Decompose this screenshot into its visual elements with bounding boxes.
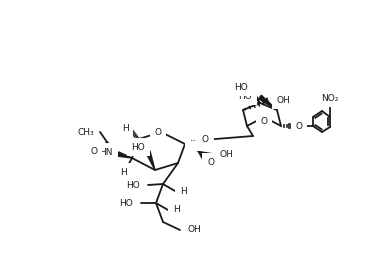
Text: HO: HO [238,92,252,101]
Text: HO: HO [131,143,145,151]
Text: H: H [122,123,128,132]
Text: HO: HO [119,199,133,207]
Text: CH₃: CH₃ [77,127,94,137]
Text: O: O [154,127,161,137]
Text: NO₂: NO₂ [321,94,339,102]
Text: H: H [120,167,126,176]
Polygon shape [117,152,132,158]
Text: HN: HN [100,148,113,157]
Text: H: H [180,186,187,195]
Text: H: H [173,206,180,214]
Polygon shape [146,151,155,170]
Polygon shape [259,95,277,110]
Text: O: O [207,158,214,167]
Text: OH: OH [188,225,202,235]
Text: O: O [90,146,97,155]
Text: O: O [296,122,303,130]
Polygon shape [250,91,260,103]
Text: O: O [202,134,209,144]
Text: OH: OH [277,95,291,104]
Text: O: O [261,116,268,125]
Text: HO: HO [126,181,140,190]
Text: HO: HO [234,83,248,92]
Text: OH: OH [220,150,234,158]
Text: ····: ···· [190,136,203,146]
